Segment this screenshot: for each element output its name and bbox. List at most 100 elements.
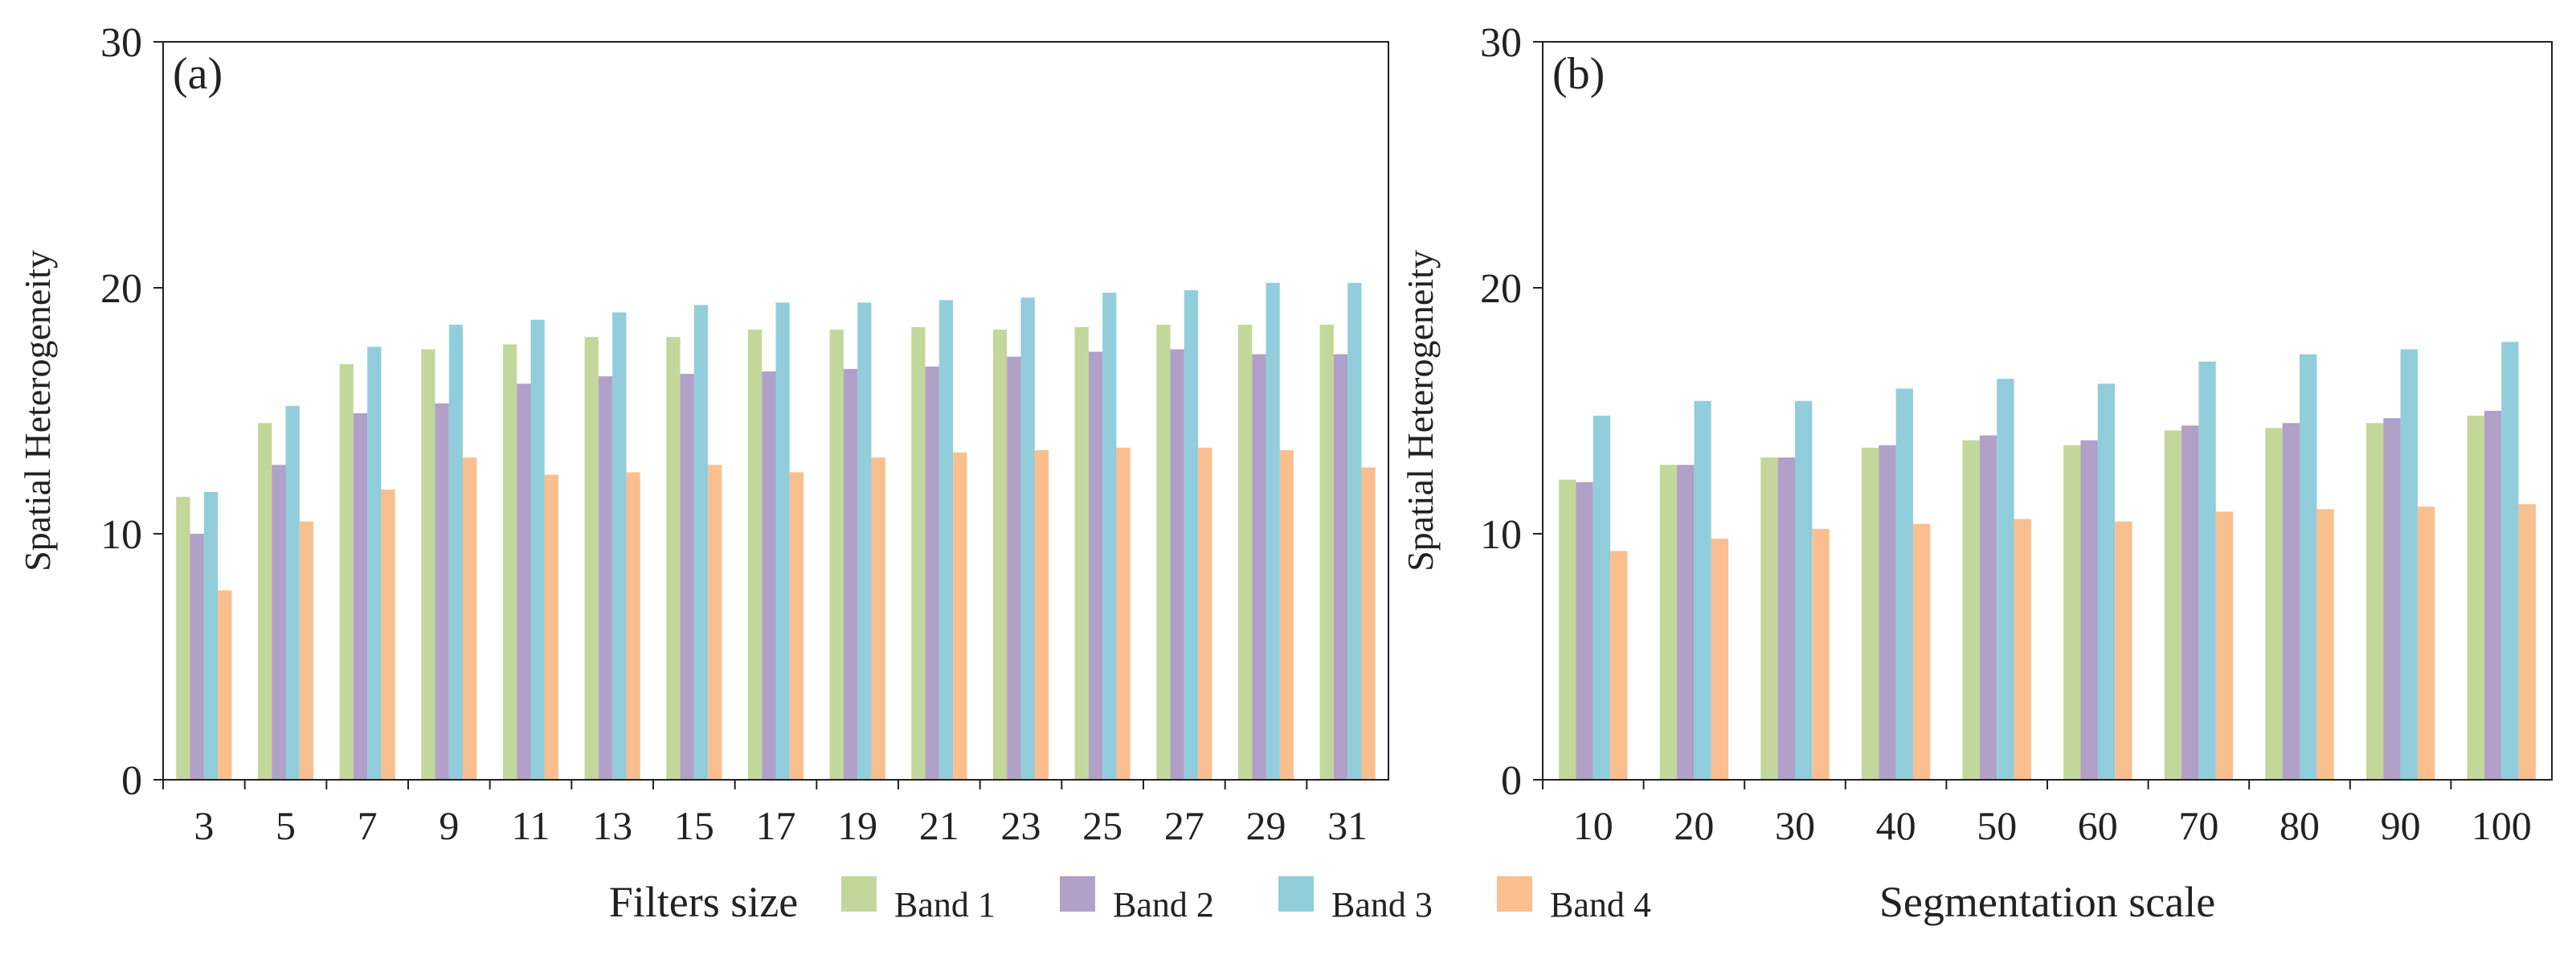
- panel-a-y-tick-label: 30: [100, 20, 142, 66]
- legend: Band 1 Band 2 Band 3 Band 4: [841, 876, 1651, 924]
- panel-a-bar-band-2-9: [435, 403, 449, 780]
- panel-b-bar-band-3-20: [1694, 400, 1711, 780]
- panel-a-bar-band-3-27: [1184, 290, 1199, 780]
- panel-b-bar-band-4-40: [1912, 523, 1931, 780]
- panel-b-x-tick-label-80: 80: [2280, 803, 2320, 848]
- panel-b-x-tick-label-20: 20: [1674, 803, 1714, 848]
- panel-a-chart: 0 10 20 30 3 5 7 9 11 13 15 17 19 21 23 25 27 29 31 (a) Spat…: [17, 20, 1389, 926]
- panel-b-bar-band-3-100: [2501, 342, 2519, 780]
- legend-swatch-band-1: [841, 876, 877, 912]
- panel-b-bar-band-2-30: [1777, 457, 1795, 780]
- panel-a-bar-band-4-25: [1116, 447, 1131, 780]
- panel-a-bar-band-1-9: [421, 349, 435, 780]
- panel-b-x-tick-label-40: 40: [1876, 803, 1916, 848]
- panel-a-x-tick-label-3: 3: [194, 803, 214, 848]
- panel-b-bar-band-2-50: [1979, 435, 1997, 780]
- panel-a-bar-band-3-21: [938, 300, 954, 780]
- panel-a-bar-band-3-5: [285, 405, 300, 780]
- panel-a-y-tick-label: 10: [100, 512, 142, 558]
- legend-label-band-4: Band 4: [1550, 885, 1651, 924]
- panel-b-bar-band-1-50: [1962, 440, 1980, 780]
- panel-b-y-tick-label: 10: [1480, 512, 1522, 558]
- panel-a-bar-band-4-19: [871, 457, 885, 780]
- panel-a-bar-band-4-27: [1198, 447, 1212, 780]
- panel-a-bar-band-1-11: [502, 344, 517, 780]
- panel-a-bar-band-2-17: [762, 371, 776, 780]
- legend-swatch-band-2: [1060, 876, 1095, 912]
- panel-b-x-tick-label-30: 30: [1775, 803, 1815, 848]
- panel-b-x-tick-label-70: 70: [2178, 803, 2218, 848]
- panel-a-x-tick-label-19: 19: [837, 803, 877, 848]
- panel-a-bar-band-1-31: [1319, 324, 1334, 780]
- panel-b-y-tick-label: 20: [1480, 266, 1522, 312]
- panel-b-bar-band-3-30: [1795, 400, 1813, 780]
- panel-a-bar-band-2-29: [1252, 354, 1266, 780]
- panel-a-bar-band-4-17: [789, 472, 804, 780]
- panel-a-x-tick-label-17: 17: [756, 803, 796, 848]
- panel-b-bar-band-2-70: [2181, 425, 2199, 780]
- panel-a-bar-band-3-17: [775, 302, 790, 780]
- panel-a-bar-band-4-9: [463, 457, 477, 780]
- panel-a-bar-band-4-23: [1034, 449, 1049, 780]
- panel-a-bar-band-1-21: [911, 326, 926, 781]
- legend-label-band-3: Band 3: [1331, 885, 1433, 924]
- panel-b-bar-band-1-70: [2164, 430, 2182, 780]
- panel-a-bar-band-3-9: [448, 324, 464, 780]
- panel-b-x-tick-label-60: 60: [2078, 803, 2118, 848]
- panel-a-bar-band-2-23: [1007, 356, 1021, 780]
- panel-a-bar-band-4-21: [953, 453, 967, 780]
- panel-b-x-tick-label-100: 100: [2472, 803, 2532, 848]
- panel-b-bar-band-4-90: [2417, 506, 2435, 780]
- panel-b-bar-band-4-70: [2215, 511, 2234, 780]
- panel-a-bar-band-3-19: [857, 302, 872, 780]
- panel-b-bar-band-3-70: [2198, 361, 2216, 780]
- panel-b-bar-band-2-10: [1576, 482, 1593, 780]
- panel-a-bar-band-3-11: [530, 319, 545, 780]
- panel-b-bar-band-4-100: [2518, 504, 2536, 780]
- panel-a-x-tick-label-27: 27: [1164, 803, 1204, 848]
- panel-a-bar-band-4-15: [708, 465, 722, 780]
- panel-a-y-tick-label: 20: [100, 266, 142, 312]
- panel-b-y-axis-label: Spatial Heterogeneity: [1400, 250, 1441, 572]
- panel-a-bar-band-4-5: [299, 521, 314, 780]
- panel-b-y-tick-label: 30: [1480, 20, 1522, 66]
- panel-a-bar-band-2-5: [272, 465, 286, 780]
- panel-a-x-tick-label-13: 13: [592, 803, 632, 848]
- panel-a-x-tick-label-5: 5: [276, 803, 296, 848]
- panel-a-x-tick-label-25: 25: [1082, 803, 1122, 848]
- panel-a-bar-band-1-5: [257, 423, 272, 780]
- panel-b-bar-band-4-80: [2316, 509, 2334, 780]
- panel-b-bar-band-1-80: [2265, 428, 2283, 780]
- panel-a-x-tick-label-23: 23: [1001, 803, 1041, 848]
- panel-a-label: (a): [173, 49, 223, 99]
- panel-a-bar-band-4-29: [1279, 449, 1294, 780]
- panel-b-bar-band-1-20: [1659, 465, 1678, 780]
- panel-a-bar-band-3-3: [203, 491, 219, 780]
- panel-a-bar-band-3-23: [1020, 297, 1035, 780]
- panel-a-bar-band-4-7: [381, 489, 395, 780]
- panel-b-bar-band-4-10: [1610, 551, 1628, 780]
- panel-b-bar-band-3-60: [2097, 383, 2116, 780]
- panel-a-bar-band-4-3: [218, 590, 232, 780]
- panel-a-y-axis-label: Spatial Heterogeneity: [17, 250, 58, 572]
- panel-b-bar-band-2-40: [1879, 445, 1896, 780]
- panel-b-bar-band-2-60: [2080, 440, 2098, 780]
- panel-a-bar-band-3-29: [1266, 282, 1280, 780]
- panel-b-bar-band-2-20: [1677, 465, 1695, 780]
- panel-a-x-tick-label-15: 15: [674, 803, 714, 848]
- panel-b-x-tick-label-10: 10: [1573, 803, 1613, 848]
- panel-a-bar-band-1-25: [1074, 326, 1089, 781]
- panel-b-bar-band-3-50: [1997, 379, 2014, 780]
- panel-a-bar-band-1-27: [1156, 324, 1171, 780]
- panel-a-y-tick-label: 0: [121, 758, 142, 804]
- panel-a-x-tick-label-7: 7: [358, 803, 378, 848]
- panel-b-bar-band-2-80: [2282, 423, 2300, 780]
- panel-a-x-tick-label-11: 11: [511, 803, 550, 848]
- panel-a-bar-band-2-25: [1088, 351, 1103, 780]
- panel-b-bar-band-3-80: [2300, 354, 2317, 780]
- panel-a-bar-band-1-3: [176, 497, 190, 780]
- panel-a-bar-band-2-15: [680, 374, 694, 780]
- panel-b-y-tick-label: 0: [1501, 758, 1522, 804]
- panel-a-bar-band-2-21: [925, 366, 939, 780]
